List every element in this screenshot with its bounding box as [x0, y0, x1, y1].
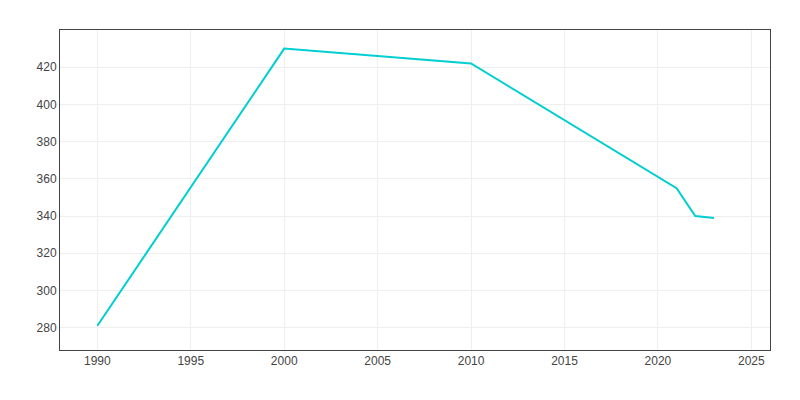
- svg-text:1990: 1990: [84, 354, 111, 368]
- svg-text:380: 380: [37, 135, 57, 149]
- svg-text:2010: 2010: [458, 354, 485, 368]
- svg-text:320: 320: [37, 246, 57, 260]
- svg-text:2015: 2015: [551, 354, 578, 368]
- svg-text:1995: 1995: [177, 354, 204, 368]
- svg-text:2020: 2020: [645, 354, 672, 368]
- svg-text:400: 400: [37, 98, 57, 112]
- svg-text:2025: 2025: [738, 354, 765, 368]
- svg-text:300: 300: [37, 284, 57, 298]
- svg-text:420: 420: [37, 60, 57, 74]
- svg-text:340: 340: [37, 209, 57, 223]
- svg-text:2000: 2000: [271, 354, 298, 368]
- svg-text:2005: 2005: [364, 354, 391, 368]
- svg-text:280: 280: [37, 321, 57, 335]
- svg-text:360: 360: [37, 172, 57, 186]
